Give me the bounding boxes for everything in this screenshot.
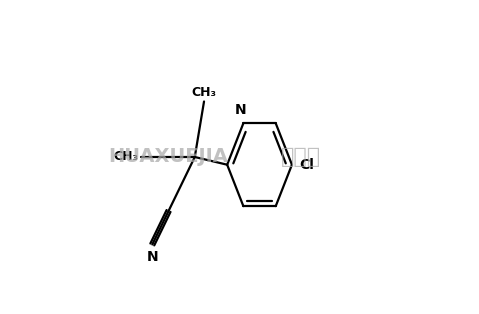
Text: N: N [234, 103, 246, 116]
Text: CH₃: CH₃ [114, 150, 138, 164]
Text: 化学加: 化学加 [281, 147, 321, 167]
Text: Cl: Cl [300, 158, 315, 172]
Text: CH₃: CH₃ [192, 86, 217, 99]
Text: N: N [147, 250, 158, 264]
Text: HUAXUEJIA: HUAXUEJIA [109, 148, 228, 166]
